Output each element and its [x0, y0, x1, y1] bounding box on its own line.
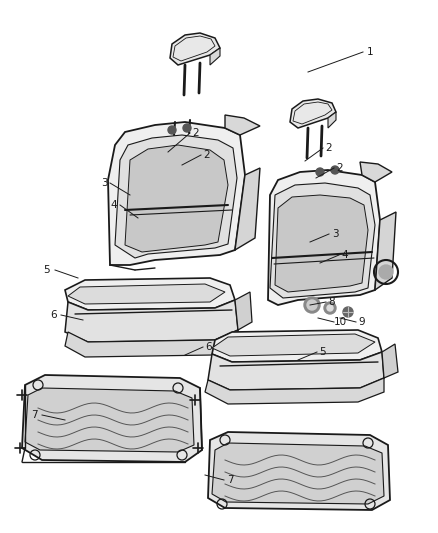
Text: 3: 3 [101, 178, 107, 188]
Text: 1: 1 [367, 47, 373, 57]
Text: 7: 7 [31, 410, 37, 420]
Polygon shape [115, 135, 237, 258]
Polygon shape [235, 168, 260, 250]
Polygon shape [212, 443, 384, 504]
Text: 2: 2 [326, 143, 332, 153]
Circle shape [307, 300, 317, 310]
Polygon shape [212, 334, 375, 356]
Polygon shape [235, 292, 252, 330]
Circle shape [304, 297, 320, 313]
Polygon shape [382, 344, 398, 378]
Polygon shape [208, 432, 390, 510]
Polygon shape [212, 330, 382, 362]
Polygon shape [275, 195, 368, 292]
Text: 3: 3 [332, 229, 338, 239]
Text: 9: 9 [359, 317, 365, 327]
Circle shape [379, 265, 393, 279]
Text: 7: 7 [227, 475, 233, 485]
Text: 6: 6 [51, 310, 57, 320]
Text: 5: 5 [320, 347, 326, 357]
Polygon shape [65, 330, 238, 357]
Circle shape [343, 307, 353, 317]
Polygon shape [65, 300, 238, 342]
Circle shape [327, 305, 333, 311]
Polygon shape [208, 352, 384, 390]
Polygon shape [290, 99, 336, 128]
Polygon shape [225, 115, 260, 135]
Polygon shape [210, 48, 220, 65]
Polygon shape [270, 183, 375, 298]
Polygon shape [170, 33, 220, 65]
Polygon shape [125, 145, 228, 252]
Polygon shape [65, 278, 235, 310]
Circle shape [324, 302, 336, 314]
Text: 8: 8 [328, 297, 336, 307]
Polygon shape [68, 284, 225, 304]
Polygon shape [360, 162, 392, 182]
Polygon shape [108, 122, 245, 265]
Text: 4: 4 [342, 250, 348, 260]
Circle shape [168, 126, 176, 134]
Polygon shape [22, 375, 202, 462]
Text: 6: 6 [206, 342, 212, 352]
Polygon shape [205, 378, 384, 404]
Text: 4: 4 [111, 200, 117, 210]
Text: 2: 2 [193, 128, 199, 138]
Circle shape [183, 124, 191, 132]
Polygon shape [328, 112, 336, 128]
Polygon shape [25, 388, 194, 452]
Polygon shape [268, 170, 380, 305]
Text: 2: 2 [337, 163, 343, 173]
Text: 2: 2 [204, 150, 210, 160]
Polygon shape [375, 212, 396, 290]
Circle shape [331, 166, 339, 174]
Text: 5: 5 [44, 265, 50, 275]
Circle shape [316, 168, 324, 176]
Text: 10: 10 [333, 317, 346, 327]
